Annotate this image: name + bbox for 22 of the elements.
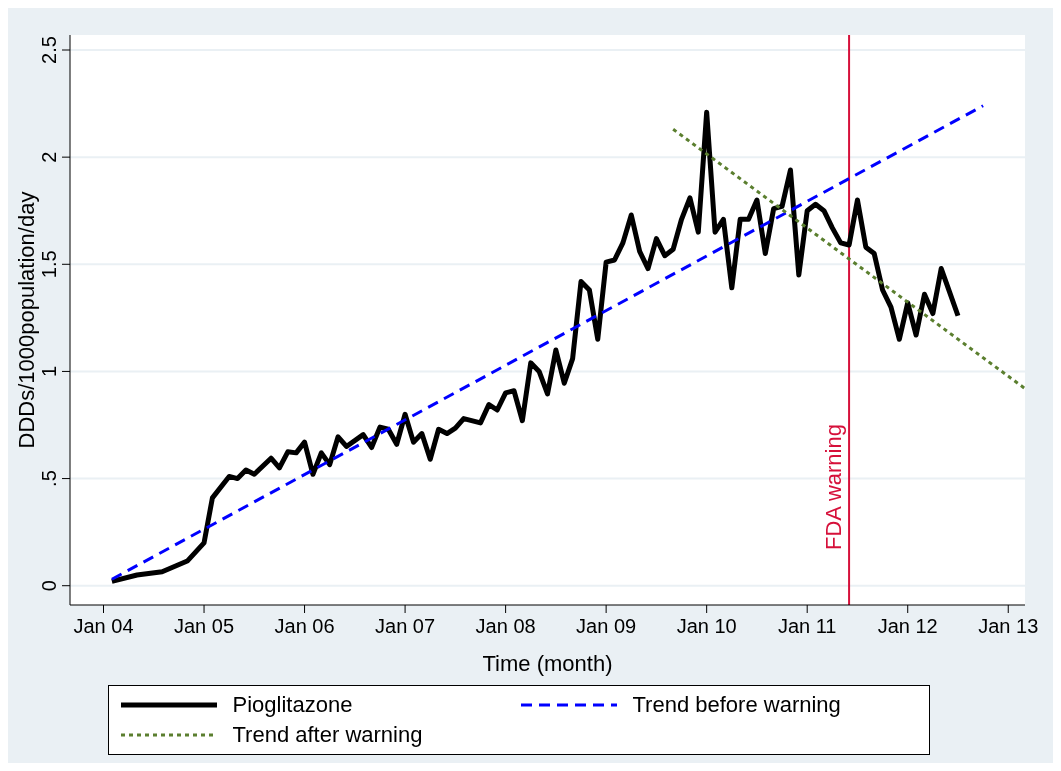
y-tick-label: 2.5: [38, 36, 60, 64]
x-axis-title: Time (month): [482, 651, 613, 676]
y-tick-label: 0: [38, 580, 60, 592]
x-tick-label: Jan 11: [777, 615, 837, 637]
x-tick-label: Jan 12: [877, 615, 938, 637]
y-tick-label: 1.5: [38, 250, 60, 279]
y-axis-title: DDDs/1000population/day: [13, 191, 39, 449]
legend-label: Pioglitazone: [232, 692, 353, 718]
x-tick-label: Jan 05: [174, 615, 235, 637]
x-tick-label: Jan 07: [375, 615, 436, 637]
legend-label: Trend after warning: [232, 722, 423, 748]
y-tick-label: 1: [38, 365, 60, 377]
x-tick-label: Jan 10: [676, 615, 737, 637]
x-tick-label: Jan 08: [475, 615, 536, 637]
y-tick-label: .5: [38, 470, 60, 487]
x-tick-label: Jan 06: [274, 615, 335, 637]
x-tick-label: Jan 04: [73, 615, 134, 637]
x-tick-label: Jan 09: [576, 615, 637, 637]
legend-label: Trend before warning: [632, 692, 841, 718]
y-tick-label: 2: [38, 151, 60, 163]
x-tick-label: Jan 13: [978, 615, 1039, 637]
ref-line-label: FDA warning: [821, 424, 847, 550]
